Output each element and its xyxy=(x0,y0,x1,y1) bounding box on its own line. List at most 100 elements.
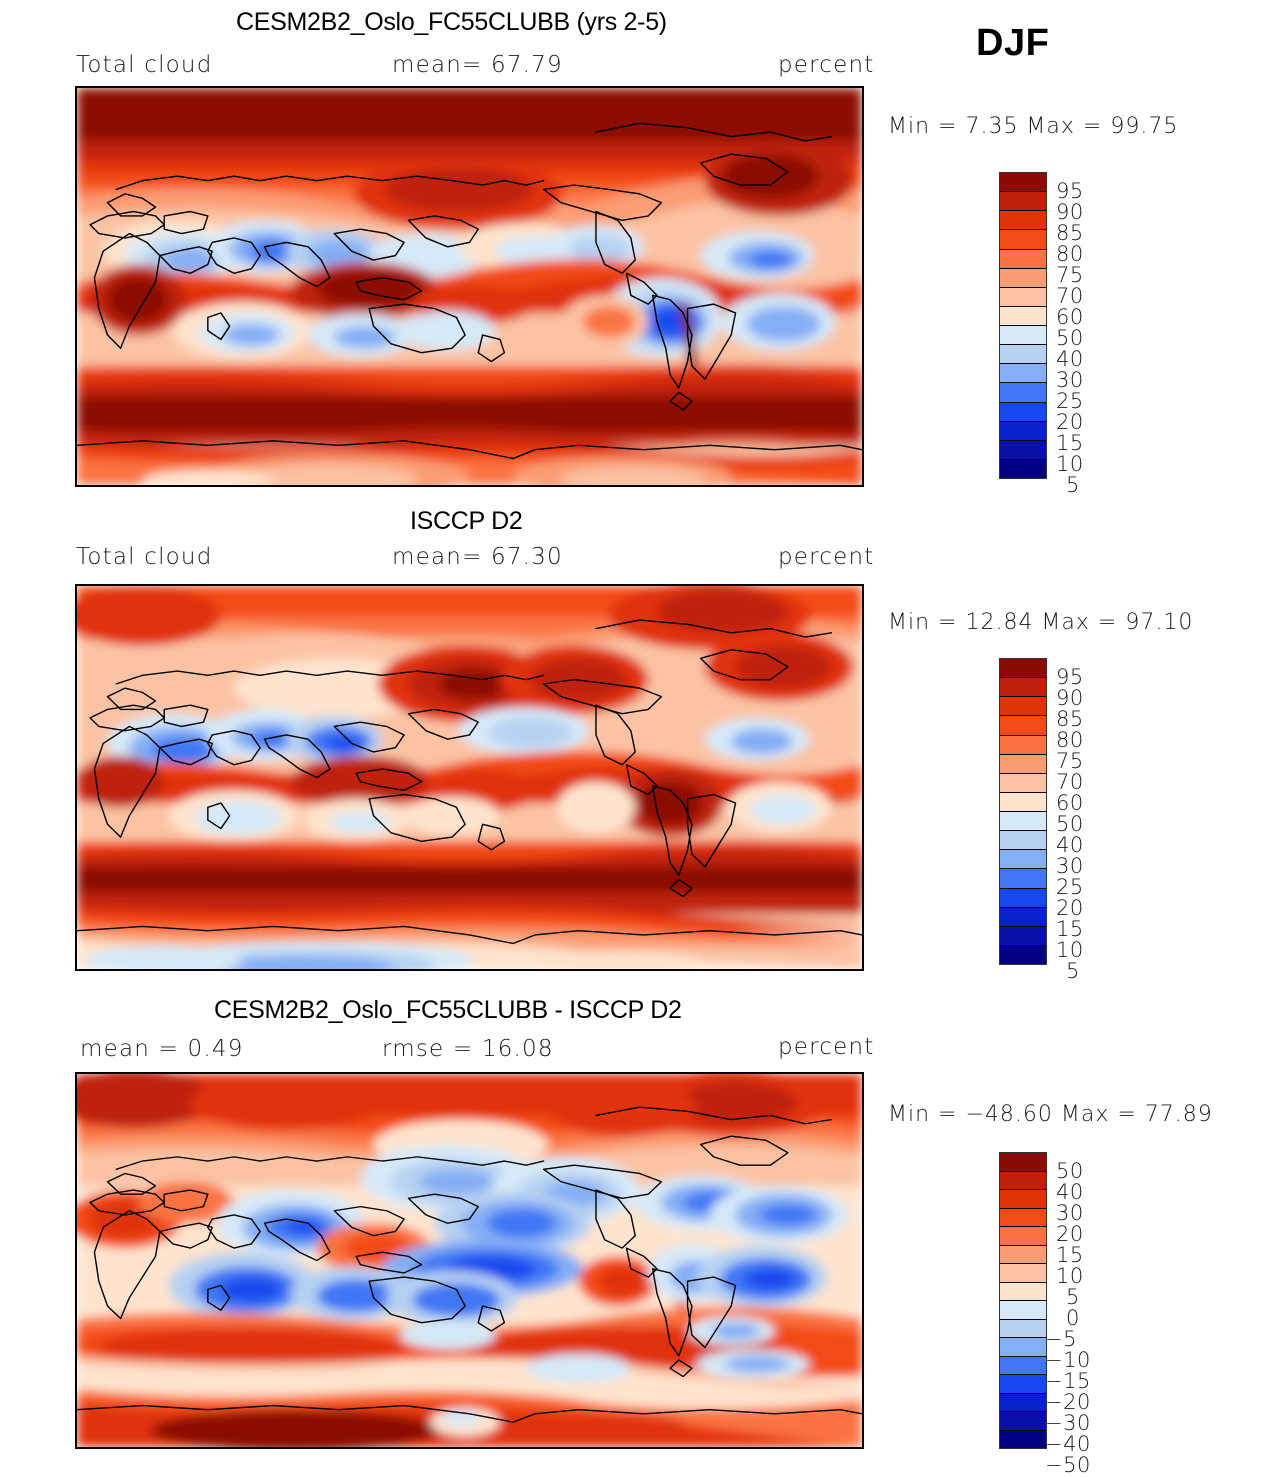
map-panel-obs[interactable] xyxy=(75,584,864,971)
colorbar-band xyxy=(1000,1190,1046,1209)
colorbar-band xyxy=(1000,1245,1046,1264)
colorbar-band xyxy=(1000,1227,1046,1246)
colorbar-band xyxy=(1000,364,1046,384)
colorbar-tick: 40 xyxy=(1056,833,1084,857)
colorbar-tick: 25 xyxy=(1056,875,1084,899)
colorbar-obs[interactable] xyxy=(999,658,1047,965)
colorbar-band xyxy=(1000,287,1046,307)
colorbar-band xyxy=(1000,192,1046,212)
panel-1-title: CESM2B2_Oslo_FC55CLUBB (yrs 2-5) xyxy=(236,8,667,36)
colorbar-tick: 10 xyxy=(1056,938,1084,962)
panel-3-minmax: Min = −48.60 Max = 77.89 xyxy=(888,1102,1213,1127)
colorbar-band xyxy=(1000,773,1046,793)
colorbar-tick: 10 xyxy=(1056,452,1084,476)
colorbar-tick: 60 xyxy=(1056,305,1084,329)
colorbar-band xyxy=(1000,1301,1046,1320)
panel-2-mean-label: mean= 67.30 xyxy=(392,544,563,570)
colorbar-tick: −40 xyxy=(1045,1432,1091,1456)
colorbar-band xyxy=(1000,735,1046,755)
colorbar-band xyxy=(1000,459,1046,478)
colorbar-tick: 0 xyxy=(1066,1306,1080,1330)
colorbar-tick: 75 xyxy=(1056,263,1084,287)
colorbar-tick: 50 xyxy=(1056,326,1084,350)
map-panel-model[interactable] xyxy=(75,86,864,487)
colorbar-obs-labels: 95 90 85 80 75 70 60 50 40 30 25 20 15 1… xyxy=(1056,667,1084,982)
colorbar-tick: 15 xyxy=(1056,917,1084,941)
colorbar-tick: 15 xyxy=(1056,1243,1084,1267)
colorbar-band xyxy=(1000,1393,1046,1412)
colorbar-band xyxy=(1000,402,1046,422)
colorbar-band xyxy=(1000,850,1046,870)
colorbar-tick: 70 xyxy=(1056,770,1084,794)
colorbar-band xyxy=(1000,1153,1046,1172)
colorbar-tick: 10 xyxy=(1056,1264,1084,1288)
panel-1-minmax: Min = 7.35 Max = 99.75 xyxy=(888,114,1179,139)
colorbar-band xyxy=(1000,440,1046,460)
colorbar-tick: −5 xyxy=(1045,1327,1077,1351)
colorbar-band xyxy=(1000,1319,1046,1338)
colorbar-band xyxy=(1000,1412,1046,1431)
panel-3-title: CESM2B2_Oslo_FC55CLUBB - ISCCP D2 xyxy=(214,996,682,1024)
panel-2-left-label: Total cloud xyxy=(76,544,213,570)
colorbar-tick: 90 xyxy=(1056,686,1084,710)
colorbar-tick: −30 xyxy=(1045,1411,1091,1435)
colorbar-band xyxy=(1000,697,1046,717)
colorbar-tick: 50 xyxy=(1056,812,1084,836)
colorbar-tick: 15 xyxy=(1056,431,1084,455)
colorbar-band xyxy=(1000,326,1046,346)
colorbar-tick: 70 xyxy=(1056,284,1084,308)
panel-2-title: ISCCP D2 xyxy=(410,507,523,535)
colorbar-tick: 85 xyxy=(1056,707,1084,731)
panel-2-minmax: Min = 12.84 Max = 97.10 xyxy=(888,610,1194,635)
colorbar-band xyxy=(1000,1356,1046,1375)
panel-3-units-label: percent xyxy=(778,1034,875,1060)
map-svg-difference xyxy=(77,1074,862,1447)
colorbar-tick: −20 xyxy=(1045,1390,1091,1414)
colorbar-band xyxy=(1000,907,1046,927)
season-label: DJF xyxy=(976,22,1050,64)
colorbar-tick: 95 xyxy=(1056,179,1084,203)
colorbar-band xyxy=(1000,659,1046,679)
colorbar-tick: −15 xyxy=(1045,1369,1091,1393)
colorbar-model-labels: 95 90 85 80 75 70 60 50 40 30 25 20 15 1… xyxy=(1056,179,1084,496)
colorbar-tick: 5 xyxy=(1066,473,1080,497)
colorbar-tick: 25 xyxy=(1056,389,1084,413)
colorbar-tick: 75 xyxy=(1056,749,1084,773)
colorbar-tick: 5 xyxy=(1066,1285,1080,1309)
map-panel-difference[interactable] xyxy=(75,1072,864,1449)
colorbar-band xyxy=(1000,173,1046,193)
colorbar-tick: 80 xyxy=(1056,242,1084,266)
colorbar-band xyxy=(1000,345,1046,365)
colorbar-band xyxy=(1000,926,1046,946)
colorbar-tick: 20 xyxy=(1056,896,1084,920)
colorbar-tick: 20 xyxy=(1056,1222,1084,1246)
colorbar-difference-labels: 50 40 30 20 15 10 5 0 −5 −10 −15 −20 −30… xyxy=(1045,1161,1091,1476)
colorbar-tick: 40 xyxy=(1056,1180,1084,1204)
colorbar-tick: 85 xyxy=(1056,221,1084,245)
colorbar-band xyxy=(1000,1430,1046,1448)
colorbar-band xyxy=(1000,1171,1046,1190)
colorbar-band xyxy=(1000,421,1046,441)
colorbar-tick: 90 xyxy=(1056,200,1084,224)
panel-1-left-label: Total cloud xyxy=(76,52,213,78)
panel-1-units-label: percent xyxy=(778,52,875,78)
colorbar-model[interactable] xyxy=(999,172,1047,479)
colorbar-band xyxy=(1000,1282,1046,1301)
colorbar-tick: 80 xyxy=(1056,728,1084,752)
panel-3-mean-label: mean = 0.49 xyxy=(80,1036,244,1062)
colorbar-band xyxy=(1000,831,1046,851)
colorbar-band xyxy=(1000,383,1046,403)
colorbar-band xyxy=(1000,268,1046,288)
colorbar-tick: 40 xyxy=(1056,347,1084,371)
panel-2-units-label: percent xyxy=(778,544,875,570)
colorbar-tick: −10 xyxy=(1045,1348,1091,1372)
colorbar-difference[interactable] xyxy=(999,1152,1047,1449)
colorbar-band xyxy=(1000,888,1046,908)
colorbar-tick: 60 xyxy=(1056,791,1084,815)
colorbar-tick: 30 xyxy=(1056,854,1084,878)
colorbar-band xyxy=(1000,678,1046,698)
map-svg-obs xyxy=(77,586,862,969)
colorbar-tick: −50 xyxy=(1045,1453,1091,1477)
colorbar-band xyxy=(1000,1208,1046,1227)
colorbar-band xyxy=(1000,1338,1046,1357)
